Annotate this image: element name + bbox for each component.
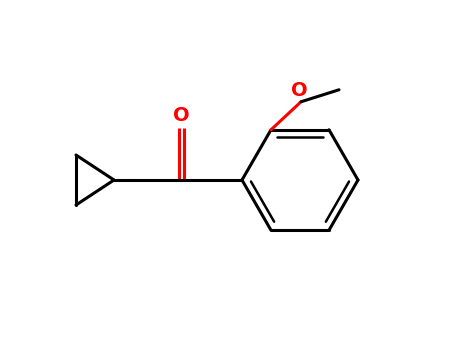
Text: O: O [173, 106, 190, 125]
Text: O: O [291, 81, 307, 100]
